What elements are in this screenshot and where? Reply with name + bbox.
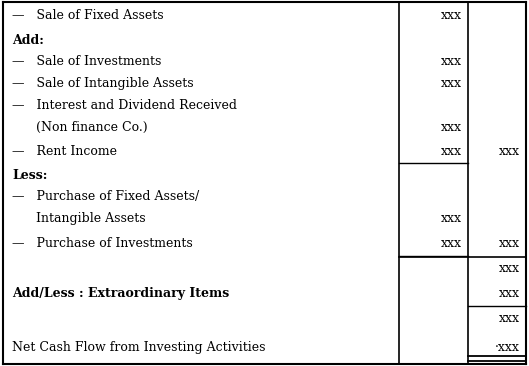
Text: xxx: xxx [499, 312, 520, 325]
Text: Intangible Assets: Intangible Assets [12, 212, 146, 225]
Text: xxx: xxx [499, 262, 520, 275]
Text: ·xxx: ·xxx [495, 340, 520, 354]
Text: xxx: xxx [441, 145, 462, 158]
Text: xxx: xxx [441, 77, 462, 90]
Text: xxx: xxx [499, 287, 520, 300]
Text: Add:: Add: [12, 34, 44, 47]
Text: —   Interest and Dividend Received: — Interest and Dividend Received [12, 99, 237, 112]
Text: —   Sale of Investments: — Sale of Investments [12, 55, 161, 68]
Text: —   Sale of Fixed Assets: — Sale of Fixed Assets [12, 10, 164, 22]
Text: xxx: xxx [499, 237, 520, 250]
Text: xxx: xxx [441, 212, 462, 225]
Text: Less:: Less: [12, 168, 48, 182]
Text: (Non finance Co.): (Non finance Co.) [12, 121, 148, 134]
Text: —   Purchase of Fixed Assets/: — Purchase of Fixed Assets/ [12, 190, 199, 203]
Text: xxx: xxx [499, 145, 520, 158]
Text: Net Cash Flow from Investing Activities: Net Cash Flow from Investing Activities [12, 340, 266, 354]
Text: xxx: xxx [441, 121, 462, 134]
Text: —   Purchase of Investments: — Purchase of Investments [12, 237, 193, 250]
Text: —   Rent Income: — Rent Income [12, 145, 117, 158]
Text: xxx: xxx [441, 10, 462, 22]
Text: xxx: xxx [441, 237, 462, 250]
Text: xxx: xxx [441, 55, 462, 68]
Text: Add/Less : Extraordinary Items: Add/Less : Extraordinary Items [12, 287, 230, 300]
Text: —   Sale of Intangible Assets: — Sale of Intangible Assets [12, 77, 194, 90]
